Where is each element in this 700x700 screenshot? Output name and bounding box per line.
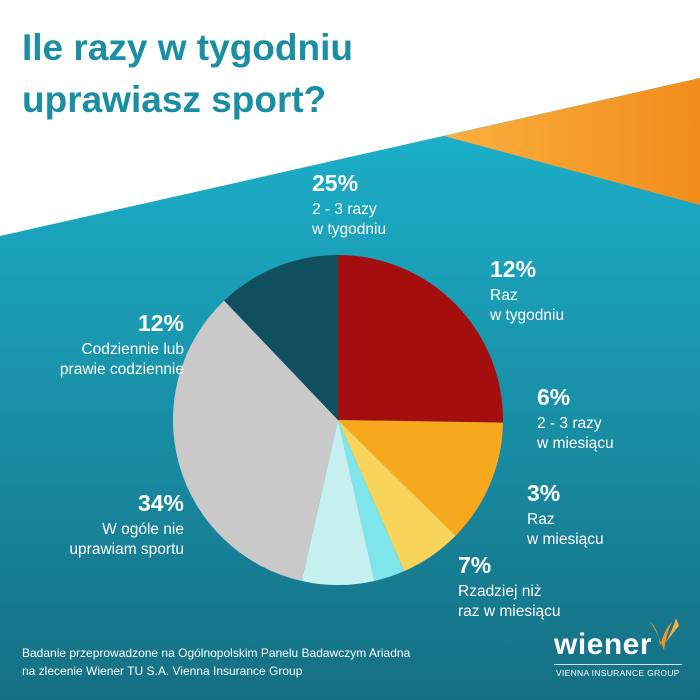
brand-name: wiener — [554, 628, 653, 661]
pie-slice-2-3-week — [338, 255, 504, 423]
pie-slice-daily — [224, 255, 338, 420]
brand-tagline: VIENNA INSURANCE GROUP — [556, 668, 680, 678]
slice-label-once-month: 3% Raz w miesiącu — [527, 478, 604, 550]
slice-text-daily-line-1: Codziennie lub — [81, 341, 184, 358]
slice-pct-2-3-week: 25% — [312, 170, 359, 196]
slice-text-daily-line-2: prawie codziennie — [59, 361, 184, 378]
wiener-logo: wiener VIENNA INSURANCE GROUP — [554, 616, 684, 686]
pie-chart — [172, 255, 504, 586]
slice-text-2-3-week-line-2: w tygodniu — [312, 221, 387, 238]
footer-line-2: na zlecenie Wiener TU S.A. Vienna Insura… — [22, 664, 303, 678]
slice-pct-once-month: 3% — [527, 480, 561, 506]
slice-pct-2-3-month: 6% — [537, 384, 571, 410]
slice-text-2-3-month-line-1: 2 - 3 razy — [537, 415, 602, 432]
slice-text-once-week-line-2: w tygodniu — [490, 307, 565, 324]
page-title: Ile razy w tygodniu uprawiasz sport? — [22, 22, 353, 126]
slice-text-once-month-line-1: Raz — [527, 511, 555, 528]
title-line-1: Ile razy w tygodniu — [22, 27, 353, 68]
slice-text-rarely-line-1: Rzadziej niż — [458, 583, 542, 600]
slice-text-rarely-line-2: raz w miesiącu — [458, 603, 561, 620]
background-orange-accent — [444, 78, 700, 205]
slice-label-2-3-week: 25% 2 - 3 razy w tygodniu — [312, 168, 386, 240]
pie-slice-2-3-month — [338, 420, 456, 572]
slice-text-2-3-week-line-1: 2 - 3 razy — [312, 201, 377, 218]
slice-label-never: 34% W ogóle nie uprawiam sportu — [20, 488, 184, 560]
slice-pct-rarely: 7% — [458, 552, 492, 578]
slice-label-daily: 12% Codziennie lub prawie codziennie — [20, 308, 184, 380]
slice-label-2-3-month: 6% 2 - 3 razy w miesiącu — [537, 382, 614, 454]
slice-text-2-3-month-line-2: w miesiącu — [537, 435, 614, 452]
brand-divider — [554, 664, 682, 665]
title-line-2: uprawiasz sport? — [22, 79, 327, 120]
slice-text-never-line-2: uprawiam sportu — [69, 541, 184, 558]
slice-pct-never: 34% — [137, 490, 184, 516]
pie-slice-rarely — [301, 420, 375, 586]
footer-line-1: Badanie przeprowadzone na Ogólnopolskim … — [22, 646, 411, 660]
footer-note: Badanie przeprowadzone na Ogólnopolskim … — [22, 644, 410, 680]
wing-icon — [650, 618, 679, 650]
slice-pct-daily: 12% — [137, 310, 184, 336]
slice-label-rarely: 7% Rzadziej niż raz w miesiącu — [458, 550, 561, 622]
slice-label-once-week: 12% Raz w tygodniu — [490, 254, 564, 326]
pie-slice-once-week — [338, 420, 503, 536]
slice-text-never-line-1: W ogóle nie — [102, 521, 184, 538]
pie-slice-once-month — [338, 420, 405, 581]
slice-text-once-month-line-2: w miesiącu — [527, 531, 604, 548]
pie-slice-never — [172, 300, 338, 581]
slice-text-once-week-line-1: Raz — [490, 287, 518, 304]
slice-pct-once-week: 12% — [490, 256, 537, 282]
